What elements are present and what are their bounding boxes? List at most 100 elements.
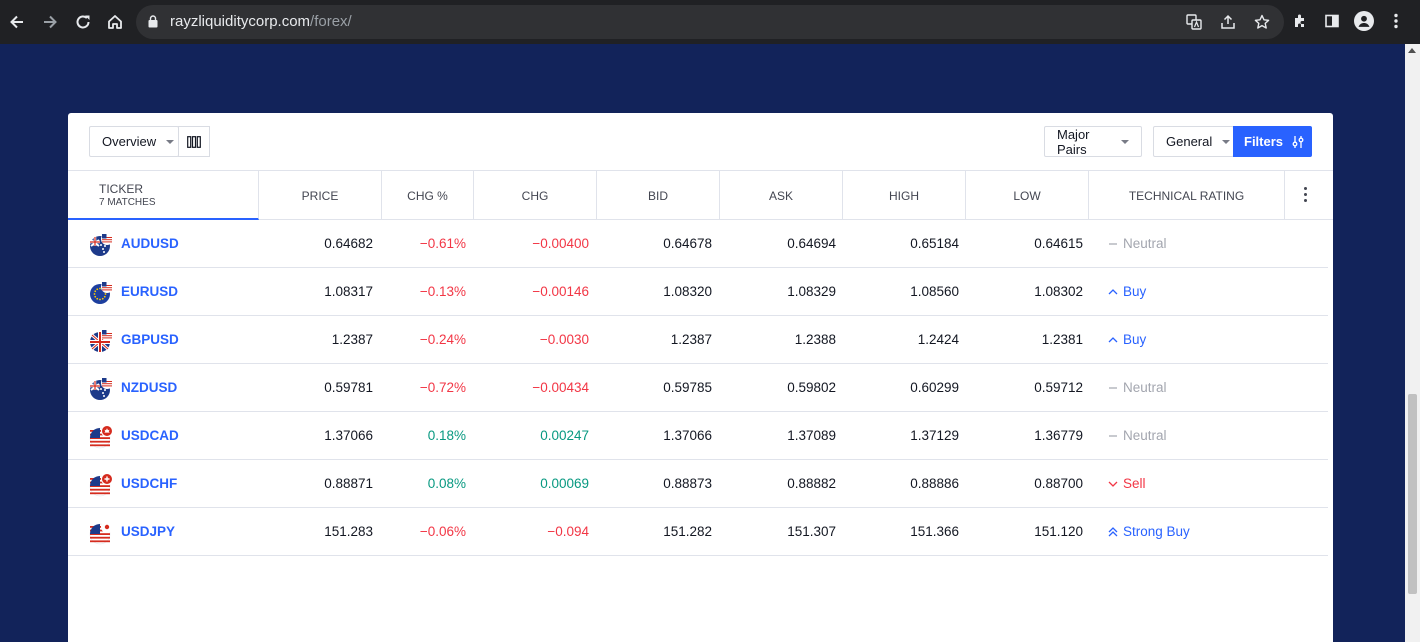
chevron-down-icon [1222,139,1231,144]
ticker-symbol-link[interactable]: USDJPY [121,524,176,539]
chg-pct-cell: −0.06% [419,524,466,539]
bid-cell: 0.64678 [663,236,712,251]
scroll-up-arrow-icon[interactable] [1408,48,1416,53]
ticker-symbol-link[interactable]: EURUSD [121,284,179,299]
chg-cell: −0.00146 [532,284,589,299]
view-dropdown[interactable]: Overview [89,126,179,157]
rating-label: Buy [1123,332,1147,347]
technical-rating-cell: Neutral [1108,412,1167,459]
url-text[interactable]: rayzliquiditycorp.com/forex/ [170,13,352,30]
ticker-column-header[interactable]: Ticker 7 matches [68,171,259,220]
filters-button[interactable]: Filters [1233,126,1312,157]
ask-cell: 151.307 [787,524,836,539]
technical-rating-cell: Buy [1108,268,1146,315]
lock-icon[interactable] [148,15,158,33]
forward-arrow-icon[interactable] [39,11,61,33]
technical-rating-cell: Neutral [1108,220,1167,267]
chg-column-header[interactable]: Chg [474,171,597,220]
low-cell: 1.36779 [1034,428,1083,443]
ticker-symbol-link[interactable]: GBPUSD [121,332,179,347]
table-row-audusd[interactable]: AUDUSD 0.64682 −0.61% −0.00400 0.64678 0… [68,220,1328,268]
home-icon[interactable] [104,11,126,33]
bid-cell: 1.37066 [663,428,712,443]
neutral-dash-icon [1109,242,1117,245]
address-bar[interactable]: rayzliquiditycorp.com/forex/ [136,5,1284,39]
chg-cell: −0.094 [547,524,589,539]
share-icon[interactable] [1218,12,1238,32]
chg-pct-column-header[interactable]: Chg % [382,171,474,220]
high-cell: 0.88886 [910,476,959,491]
high-cell: 1.08560 [910,284,959,299]
ask-cell: 1.2388 [794,332,836,347]
currency-flag-icon [89,425,113,449]
chg-header-label: Chg [521,188,549,203]
category-dropdown-label: General [1166,134,1213,149]
bid-cell: 1.08320 [663,284,712,299]
table-row-usdcad[interactable]: USDCAD 1.37066 0.18% 0.00247 1.37066 1.3… [68,412,1328,460]
ask-cell: 0.88882 [787,476,836,491]
price-column-header[interactable]: Price [259,171,382,220]
ask-cell: 0.64694 [787,236,836,251]
chg-pct-cell: −0.72% [419,380,466,395]
chevron-down-icon [1121,139,1129,144]
ticker-header-label: Ticker [99,181,144,196]
page-scrollbar[interactable] [1405,44,1420,642]
profile-avatar-icon[interactable] [1354,11,1374,31]
table-row-gbpusd[interactable]: GBPUSD 1.2387 −0.24% −0.0030 1.2387 1.23… [68,316,1328,364]
translate-icon[interactable] [1184,12,1204,32]
browser-menu-icon[interactable] [1386,11,1406,31]
price-cell: 1.08317 [324,284,373,299]
currency-flag-icon [89,377,113,400]
ask-header-label: Ask [768,188,793,203]
chevron-up-icon [1108,336,1118,342]
ask-column-header[interactable]: Ask [720,171,843,220]
high-cell: 151.366 [910,524,959,539]
column-settings-button[interactable] [178,126,210,157]
category-dropdown[interactable]: General [1153,126,1234,157]
chg-cell: −0.00434 [532,380,589,395]
more-options-icon[interactable] [1304,187,1308,205]
technical-rating-cell: Neutral [1108,364,1167,411]
url-domain: rayzliquiditycorp.com [170,13,311,30]
low-cell: 1.2381 [1041,332,1083,347]
price-cell: 0.59781 [324,380,373,395]
low-cell: 0.88700 [1034,476,1083,491]
table-row-nzdusd[interactable]: NZDUSD 0.59781 −0.72% −0.00434 0.59785 0… [68,364,1328,412]
low-column-header[interactable]: Low [966,171,1089,220]
ticker-symbol-link[interactable]: AUDUSD [121,236,179,251]
bookmark-star-icon[interactable] [1252,12,1272,32]
table-row-usdjpy[interactable]: USDJPY 151.283 −0.06% −0.094 151.282 151… [68,508,1328,556]
high-cell: 1.2424 [917,332,959,347]
price-cell: 0.88871 [324,476,373,491]
chg-pct-cell: 0.18% [427,428,466,443]
chevron-down-icon [166,139,175,144]
currency-flag-icon [89,521,113,545]
bid-cell: 0.59785 [663,380,712,395]
back-arrow-icon[interactable] [6,11,28,33]
extensions-icon[interactable] [1290,11,1310,31]
currency-flag-icon [89,473,113,497]
reload-icon[interactable] [72,11,94,33]
currency-flag-icon [89,233,113,256]
low-cell: 1.08302 [1034,284,1083,299]
ticker-symbol-link[interactable]: NZDUSD [121,380,178,395]
scrollbar-thumb[interactable] [1408,394,1417,594]
ticker-symbol-link[interactable]: USDCAD [121,428,179,443]
rating-label: Strong Buy [1123,524,1190,539]
rating-label: Neutral [1123,428,1167,443]
price-cell: 1.37066 [324,428,373,443]
filters-sliders-icon [1292,135,1304,148]
price-header-label: Price [301,188,339,203]
technical-rating-column-header[interactable]: Technical Rating [1089,171,1285,220]
price-cell: 151.283 [324,524,373,539]
table-row-eurusd[interactable]: EURUSD 1.08317 −0.13% −0.00146 1.08320 1… [68,268,1328,316]
ask-cell: 1.37089 [787,428,836,443]
table-row-usdchf[interactable]: USDCHF 0.88871 0.08% 0.00069 0.88873 0.8… [68,460,1328,508]
bid-header-label: Bid [647,188,668,203]
chg-cell: 0.00069 [540,476,589,491]
high-column-header[interactable]: High [843,171,966,220]
side-panel-icon[interactable] [1322,11,1342,31]
market-dropdown[interactable]: Major Pairs [1044,126,1142,157]
bid-column-header[interactable]: Bid [597,171,720,220]
ticker-symbol-link[interactable]: USDCHF [121,476,178,491]
